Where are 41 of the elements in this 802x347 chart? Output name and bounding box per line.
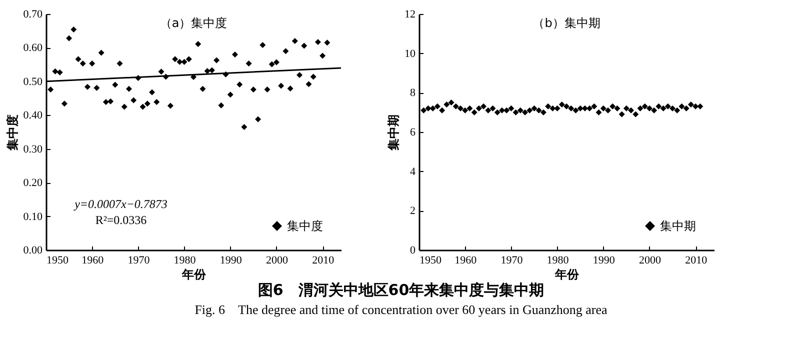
x-axis-title: 年份 <box>181 268 207 282</box>
y-tick-label: 12 <box>404 8 416 20</box>
y-tick-label: 0.20 <box>23 177 43 190</box>
x-tick-label: 2000 <box>266 254 288 266</box>
chart-title: （b）集中期 <box>532 16 600 30</box>
x-tick-label: 2010 <box>312 254 335 266</box>
x-tick-label: 1990 <box>220 254 242 266</box>
y-tick-label: 10 <box>404 48 416 60</box>
x-tick-label: 1970 <box>128 254 150 266</box>
x-tick-label: 1960 <box>454 254 478 266</box>
caption: Fig. 6 The degree and time of concentration over 60 years in Guanzhong area <box>194 301 608 319</box>
y-tick-label: 0.40 <box>23 110 43 122</box>
y-tick-label: 8 <box>410 87 416 100</box>
y-tick-label: 0.10 <box>23 210 43 223</box>
caption: 图6 渭河关中地区60年来集中度与集中期 <box>256 280 546 300</box>
annotation: y=0.0007x−0.7873 <box>74 197 168 211</box>
y-tick-label: 0.50 <box>23 76 43 88</box>
x-tick-label: 2010 <box>685 254 708 266</box>
x-tick-label: 2000 <box>638 254 662 266</box>
y-tick-label: 4 <box>410 166 416 178</box>
y-tick-label: 6 <box>410 126 416 138</box>
legend-label: 集中度 <box>287 219 323 233</box>
y-tick-label: 0 <box>410 244 416 256</box>
x-axis-title: 年份 <box>554 268 580 282</box>
y-tick-label: 2 <box>410 205 416 218</box>
x-tick-label: 1970 <box>500 254 524 266</box>
x-tick-label: 1960 <box>82 254 104 266</box>
y-tick-label: 0.30 <box>23 143 43 156</box>
y-tick-label: 0.60 <box>23 42 43 54</box>
x-tick-label: 1950 <box>420 254 442 266</box>
annotation: R²=0.0336 <box>95 213 147 227</box>
x-tick-label: 1950 <box>46 254 69 266</box>
y-tick-label: 0.70 <box>23 8 43 20</box>
x-tick-label: 1990 <box>592 254 616 266</box>
y-tick-label: 0.00 <box>23 244 43 256</box>
legend-label: 集中期 <box>660 219 696 233</box>
x-tick-label: 1980 <box>174 254 196 266</box>
x-tick-label: 1980 <box>546 254 570 266</box>
y-axis-title: 集中期 <box>386 114 400 152</box>
chart-title: （a）集中度 <box>160 16 228 30</box>
y-axis-title: 集中度 <box>5 114 20 152</box>
